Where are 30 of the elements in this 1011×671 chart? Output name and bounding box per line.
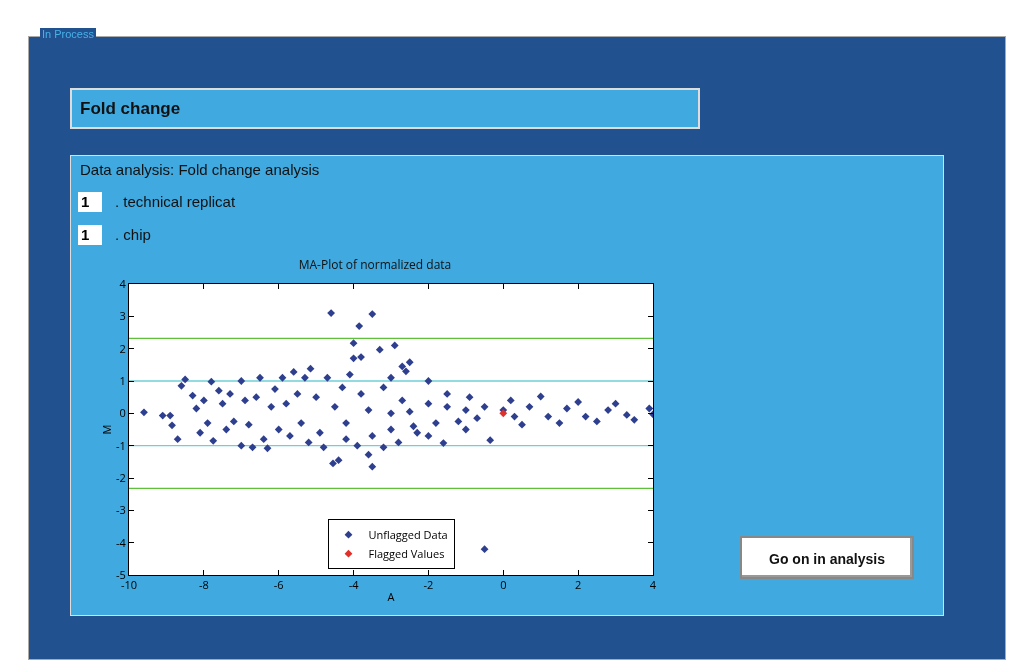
x-tick-label: -2 — [423, 577, 434, 593]
y-tick-label: 0 — [119, 405, 126, 421]
text: Go on in analysis — [740, 536, 914, 579]
y-tick-label: -3 — [115, 502, 126, 518]
text: 1 — [78, 225, 102, 245]
x-axis-title: A — [387, 589, 395, 605]
legend-label: Unflagged Data — [368, 526, 448, 542]
text: Data analysis: Fold change analysis — [80, 161, 320, 178]
text: . technical replicat — [115, 193, 236, 210]
text: In Process — [40, 28, 96, 40]
chart-title: MA-Plot of normalized data — [298, 256, 452, 274]
y-axis-title: M — [98, 424, 114, 435]
text: Fold change — [70, 88, 700, 129]
y-tick-label: -2 — [115, 469, 126, 485]
y-tick-label: 4 — [119, 275, 127, 291]
y-tick-label: -5 — [115, 566, 126, 582]
x-tick-label: 0 — [500, 577, 507, 593]
x-tick-label: -6 — [273, 577, 284, 593]
x-tick-label: -4 — [348, 577, 360, 593]
y-tick-label: -4 — [115, 534, 127, 550]
x-tick-label: -8 — [198, 577, 209, 593]
legend-label: Flagged Values — [368, 545, 445, 561]
x-tick-label: 2 — [574, 577, 582, 593]
y-tick-label: 1 — [119, 372, 126, 388]
text: 1 — [78, 192, 102, 212]
y-tick-label: 2 — [119, 340, 126, 356]
text: . chip — [115, 226, 151, 243]
y-tick-label: -1 — [115, 437, 126, 453]
x-tick-label: 4 — [649, 577, 657, 593]
y-tick-label: 3 — [119, 308, 126, 324]
